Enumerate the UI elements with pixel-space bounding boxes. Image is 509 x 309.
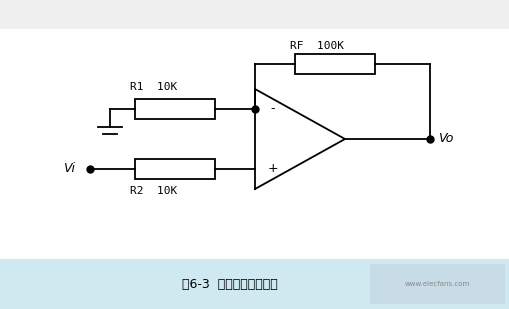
Text: RF  100K: RF 100K	[290, 41, 344, 51]
Text: -: -	[270, 103, 275, 116]
Bar	[0, 29, 509, 259]
Text: 图6-3  同相比例放大电路: 图6-3 同相比例放大电路	[182, 277, 277, 290]
Bar	[135, 99, 215, 119]
Text: Vo: Vo	[437, 133, 453, 146]
Text: R1  10K: R1 10K	[130, 82, 177, 92]
Bar	[135, 159, 215, 179]
Bar	[294, 54, 374, 74]
Bar	[0, 259, 509, 309]
Bar	[369, 264, 504, 304]
Text: Vi: Vi	[63, 163, 75, 176]
Text: R2  10K: R2 10K	[130, 186, 177, 196]
Text: +: +	[267, 163, 278, 176]
Text: www.elecfans.com: www.elecfans.com	[404, 281, 469, 287]
